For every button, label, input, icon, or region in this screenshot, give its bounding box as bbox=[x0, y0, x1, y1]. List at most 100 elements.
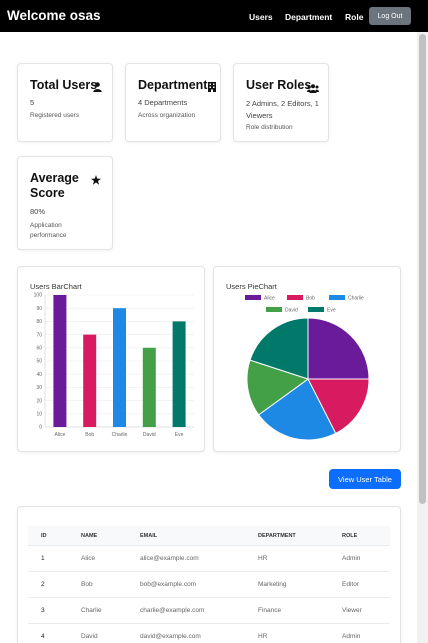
departments-card: Departments 4 Departments Across organiz… bbox=[125, 63, 221, 142]
legend-label: David bbox=[285, 308, 298, 314]
user-icon bbox=[93, 79, 102, 97]
cell-id: 2 bbox=[41, 581, 45, 588]
pie-slice bbox=[307, 378, 370, 435]
cell-role: Admin bbox=[342, 555, 361, 562]
legend-swatch bbox=[287, 295, 303, 300]
header-id[interactable]: ID bbox=[41, 533, 47, 539]
card-value: 2 Admins, 2 Editors, 1 Viewers bbox=[246, 99, 319, 120]
cell-name: Alice bbox=[81, 555, 96, 562]
cell-id: 1 bbox=[41, 555, 45, 562]
y-tick-label: 70 bbox=[36, 332, 42, 338]
logout-button[interactable]: Log Out bbox=[369, 7, 411, 25]
y-tick-label: 30 bbox=[36, 385, 42, 391]
cell-email: charlie@example.com bbox=[140, 607, 205, 614]
legend-label: Eve bbox=[327, 308, 336, 314]
legend-swatch bbox=[266, 307, 282, 312]
legend-label: Charlie bbox=[348, 296, 364, 302]
nav-link-role[interactable]: Role bbox=[345, 12, 364, 22]
cell-department: HR bbox=[258, 633, 268, 640]
row-divider bbox=[28, 545, 390, 546]
card-subtitle: Registered users bbox=[30, 112, 80, 119]
view-user-table-button[interactable]: View User Table bbox=[329, 469, 401, 489]
pie-slice bbox=[246, 359, 310, 416]
legend-label: Alice bbox=[264, 296, 275, 302]
user-roles-card: User Roles 2 Admins, 2 Editors, 1 Viewer… bbox=[233, 63, 329, 142]
cell-name: David bbox=[81, 633, 98, 640]
cell-email: alice@example.com bbox=[140, 555, 199, 562]
cell-role: Admin bbox=[342, 633, 361, 640]
bar bbox=[53, 295, 67, 427]
cell-department: Finance bbox=[258, 607, 282, 614]
x-tick-label: Bob bbox=[85, 432, 94, 438]
y-tick-label: 10 bbox=[36, 412, 42, 418]
y-tick-label: 100 bbox=[34, 293, 43, 299]
legend-swatch bbox=[308, 307, 324, 312]
y-tick-label: 40 bbox=[36, 372, 42, 378]
bar-chart-title: Users BarChart bbox=[30, 282, 82, 291]
card-title: Average Score bbox=[30, 171, 79, 200]
scrollbar-thumb[interactable] bbox=[419, 34, 426, 504]
pie-chart: Alice Bob Charlie David Eve bbox=[245, 295, 370, 441]
row-divider bbox=[28, 623, 390, 624]
bar-chart: 0 10 20 30 40 50 60 70 80 90 100 Alice Bob Charlie Dav… bbox=[34, 293, 194, 438]
card-subtitle: Across organization bbox=[138, 112, 196, 119]
x-tick-label: Charlie bbox=[112, 432, 128, 438]
pie-chart-title: Users PieChart bbox=[226, 282, 277, 291]
navbar: Welcome osas Users Department Role Log O… bbox=[0, 0, 428, 32]
cell-role: Editor bbox=[342, 581, 359, 588]
legend-label: Bob bbox=[306, 296, 315, 302]
pie-chart-card: Users PieChart Alice Bob Charlie David Eve bbox=[213, 266, 401, 452]
cell-role: Viewer bbox=[342, 607, 362, 614]
y-tick-label: 80 bbox=[36, 319, 42, 325]
bar bbox=[172, 321, 186, 427]
pie-slice bbox=[257, 378, 337, 441]
nav-link-department[interactable]: Department bbox=[285, 12, 333, 22]
legend-swatch bbox=[329, 295, 345, 300]
pie-slice bbox=[249, 317, 309, 380]
total-users-card: Total Users 5 Registered users bbox=[17, 63, 113, 142]
card-subtitle: Role distribution bbox=[246, 124, 293, 131]
cell-id: 3 bbox=[41, 607, 45, 614]
cell-department: Marketing bbox=[258, 581, 287, 588]
y-tick-label: 90 bbox=[36, 306, 42, 312]
bar bbox=[142, 347, 156, 427]
x-tick-label: Eve bbox=[175, 432, 184, 438]
row-divider bbox=[28, 597, 390, 598]
average-score-card: Average Score 80% Application performanc… bbox=[17, 156, 113, 250]
card-title: Departments bbox=[138, 78, 215, 92]
header-department[interactable]: DEPARTMENT bbox=[258, 533, 296, 539]
card-subtitle: Application performance bbox=[30, 222, 67, 239]
card-value: 4 Departments bbox=[138, 98, 188, 107]
table-header bbox=[28, 526, 390, 545]
card-title: Total Users bbox=[30, 78, 98, 92]
y-tick-label: 20 bbox=[36, 398, 42, 404]
cell-email: david@example.com bbox=[140, 633, 201, 640]
y-tick-label: 60 bbox=[36, 346, 42, 352]
star-icon bbox=[91, 172, 101, 190]
cell-name: Bob bbox=[81, 581, 93, 588]
y-tick-label: 50 bbox=[36, 359, 42, 365]
cell-id: 4 bbox=[41, 633, 45, 640]
bar-chart-card: Users BarChart 0 10 20 30 40 50 60 70 80 90 100 Ali… bbox=[17, 266, 205, 452]
card-value: 80% bbox=[30, 207, 46, 216]
x-tick-label: Alice bbox=[54, 432, 65, 438]
card-value: 5 bbox=[30, 98, 35, 107]
users-icon bbox=[307, 80, 319, 98]
nav-link-users[interactable]: Users bbox=[249, 12, 273, 22]
cell-email: bob@example.com bbox=[140, 581, 197, 588]
row-divider bbox=[28, 571, 390, 572]
x-tick-label: David bbox=[143, 432, 156, 438]
y-tick-label: 0 bbox=[39, 425, 42, 431]
welcome-brand[interactable]: Welcome osas bbox=[7, 8, 101, 23]
building-icon bbox=[208, 79, 216, 97]
cell-department: HR bbox=[258, 555, 268, 562]
header-name[interactable]: NAME bbox=[81, 533, 98, 539]
header-email[interactable]: EMAIL bbox=[140, 533, 158, 539]
legend-swatch bbox=[245, 295, 261, 300]
header-role[interactable]: ROLE bbox=[342, 533, 358, 539]
card-title: User Roles bbox=[246, 78, 312, 92]
pie-slice bbox=[307, 317, 370, 380]
cell-name: Charlie bbox=[81, 607, 102, 614]
bar bbox=[113, 308, 126, 427]
bar bbox=[83, 334, 97, 427]
